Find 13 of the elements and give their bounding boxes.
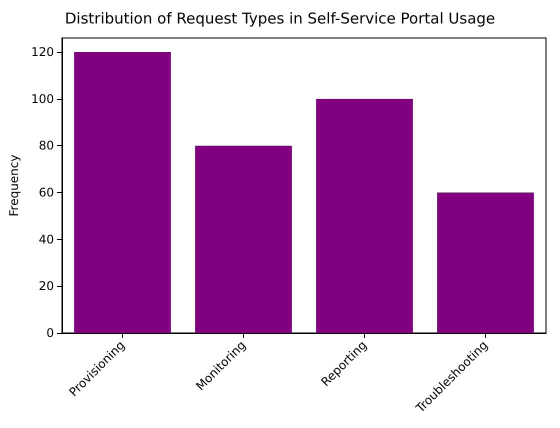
bar — [195, 146, 292, 333]
y-tick-label: 120 — [31, 45, 54, 60]
bar — [74, 52, 171, 333]
y-tick-label: 20 — [38, 279, 54, 294]
y-tick-label: 80 — [38, 138, 54, 153]
chart-title: Distribution of Request Types in Self-Service Portal Usage — [64, 10, 496, 28]
y-tick-label: 60 — [38, 186, 54, 200]
y-tick-label: 0 — [46, 326, 54, 340]
bar — [437, 192, 534, 333]
y-axis-title: Frequency — [7, 154, 21, 216]
y-tick-label: 100 — [31, 92, 54, 106]
bar — [316, 98, 413, 333]
y-tick-label: 40 — [38, 232, 54, 246]
